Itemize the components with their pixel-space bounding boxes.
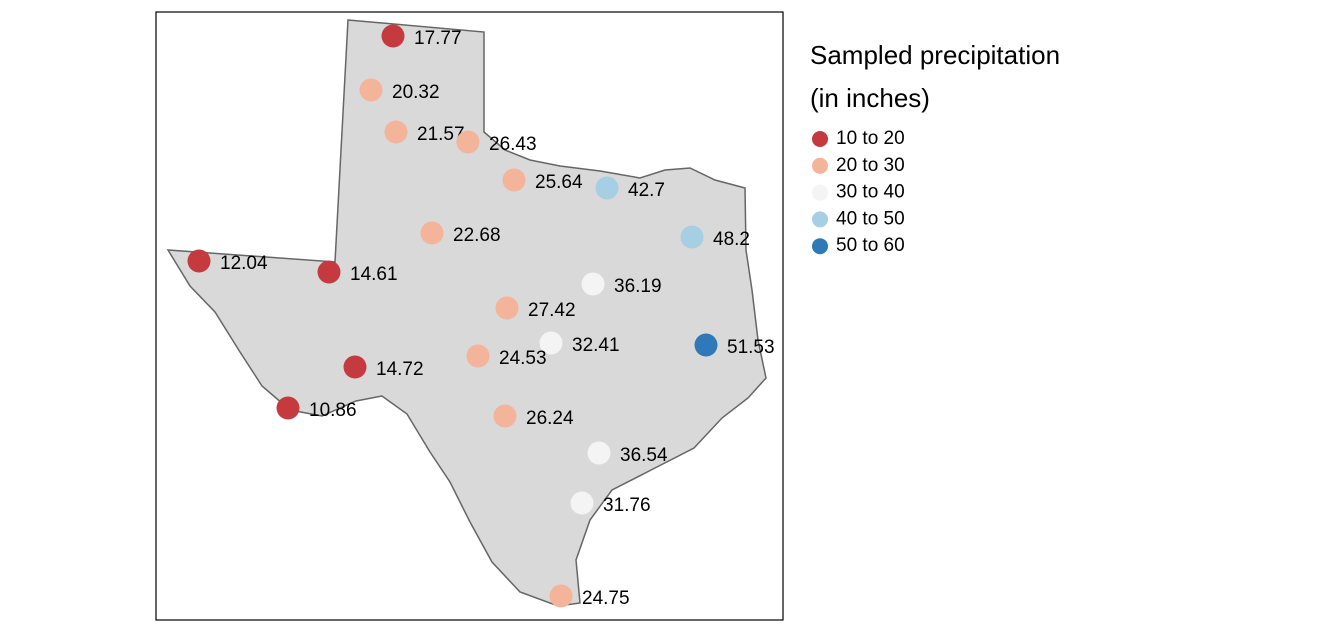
station-point: [587, 441, 611, 465]
station-label: 21.57: [417, 124, 465, 145]
station-point: [694, 333, 718, 357]
station-point: [680, 225, 704, 249]
station-point: [384, 120, 408, 144]
station-label: 12.04: [220, 253, 268, 274]
station-label: 24.53: [499, 348, 547, 369]
station-label: 20.32: [392, 82, 440, 103]
station-label: 10.86: [309, 400, 357, 421]
legend-swatch: [812, 184, 828, 201]
legend-swatch: [812, 211, 828, 228]
station-point: [495, 296, 519, 320]
station-point: [595, 176, 619, 200]
station-label: 42.7: [628, 180, 665, 201]
station-label: 14.61: [350, 264, 398, 285]
station-point: [276, 396, 300, 420]
legend-label: 10 to 20: [836, 128, 905, 149]
station-point: [549, 584, 573, 608]
legend-title: (in inches): [810, 83, 930, 113]
legend-label: 40 to 50: [836, 208, 905, 229]
station-label: 27.42: [528, 300, 576, 321]
station-label: 32.41: [572, 335, 620, 356]
legend-label: 20 to 30: [836, 155, 905, 176]
station-point: [456, 130, 480, 154]
station-point: [502, 168, 526, 192]
station-label: 17.77: [414, 28, 462, 49]
station-label: 25.64: [535, 172, 583, 193]
station-point: [343, 355, 367, 379]
station-label: 51.53: [727, 337, 775, 358]
legend-label: 30 to 40: [836, 182, 905, 203]
legend-title: Sampled precipitation: [810, 40, 1060, 70]
legend-swatch: [812, 157, 828, 174]
legend-label: 50 to 60: [836, 235, 905, 256]
station-point: [359, 78, 383, 102]
station-point: [581, 272, 605, 296]
station-point: [493, 404, 517, 428]
legend-swatch: [812, 238, 828, 255]
station-label: 22.68: [453, 225, 501, 246]
station-label: 26.24: [526, 408, 574, 429]
station-label: 36.19: [614, 276, 662, 297]
station-point: [466, 344, 490, 368]
station-point: [381, 24, 405, 48]
legend-swatch: [812, 131, 828, 147]
station-point: [570, 491, 594, 515]
station-label: 26.43: [489, 134, 537, 155]
station-label: 31.76: [603, 495, 651, 516]
station-point: [317, 260, 341, 284]
station-point: [539, 331, 563, 355]
station-label: 36.54: [620, 445, 668, 466]
station-label: 14.72: [376, 359, 424, 380]
station-label: 48.2: [713, 229, 750, 250]
station-point: [420, 221, 444, 245]
station-label: 24.75: [582, 588, 630, 609]
station-point: [187, 249, 211, 273]
